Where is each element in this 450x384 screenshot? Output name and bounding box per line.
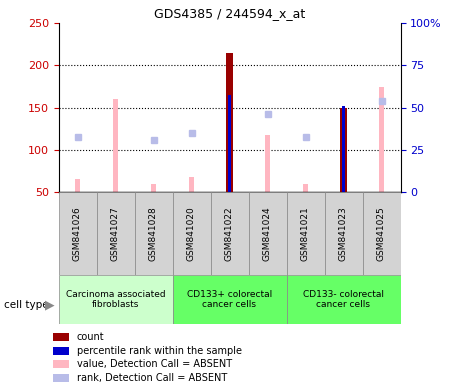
- Bar: [58, 275, 172, 324]
- Text: GSM841026: GSM841026: [73, 206, 82, 261]
- Bar: [211, 192, 248, 275]
- Title: GDS4385 / 244594_x_at: GDS4385 / 244594_x_at: [154, 7, 305, 20]
- Bar: [151, 184, 156, 192]
- Bar: [248, 192, 287, 275]
- Text: count: count: [76, 332, 104, 342]
- Text: GSM841028: GSM841028: [149, 206, 158, 261]
- Bar: [113, 99, 118, 192]
- Text: CD133+ colorectal
cancer cells: CD133+ colorectal cancer cells: [187, 290, 272, 309]
- Text: CD133- colorectal
cancer cells: CD133- colorectal cancer cells: [303, 290, 384, 309]
- Bar: [53, 360, 69, 369]
- Text: GSM841021: GSM841021: [301, 206, 310, 261]
- Bar: [363, 192, 400, 275]
- Text: GSM841027: GSM841027: [111, 206, 120, 261]
- Bar: [172, 275, 287, 324]
- Bar: [227, 141, 232, 192]
- Text: cell type: cell type: [4, 300, 49, 310]
- Bar: [287, 275, 400, 324]
- Text: ▶: ▶: [45, 299, 54, 312]
- Bar: [172, 192, 211, 275]
- Text: GSM841023: GSM841023: [339, 206, 348, 261]
- Bar: [96, 192, 135, 275]
- Bar: [379, 87, 384, 192]
- Bar: [58, 192, 96, 275]
- Bar: [75, 179, 80, 192]
- Text: GSM841020: GSM841020: [187, 206, 196, 261]
- Text: value, Detection Call = ABSENT: value, Detection Call = ABSENT: [76, 359, 232, 369]
- Bar: [53, 374, 69, 382]
- Bar: [340, 108, 347, 192]
- Bar: [342, 106, 345, 192]
- Text: GSM841025: GSM841025: [377, 206, 386, 261]
- Bar: [53, 346, 69, 355]
- Bar: [135, 192, 172, 275]
- Bar: [324, 192, 363, 275]
- Bar: [226, 53, 233, 192]
- Bar: [53, 333, 69, 341]
- Text: percentile rank within the sample: percentile rank within the sample: [76, 346, 242, 356]
- Text: Carcinoma associated
fibroblasts: Carcinoma associated fibroblasts: [66, 290, 165, 309]
- Bar: [189, 177, 194, 192]
- Bar: [265, 136, 270, 192]
- Bar: [228, 95, 231, 192]
- Bar: [303, 184, 308, 192]
- Text: GSM841024: GSM841024: [263, 206, 272, 261]
- Text: GSM841022: GSM841022: [225, 206, 234, 261]
- Bar: [287, 192, 324, 275]
- Text: rank, Detection Call = ABSENT: rank, Detection Call = ABSENT: [76, 373, 227, 383]
